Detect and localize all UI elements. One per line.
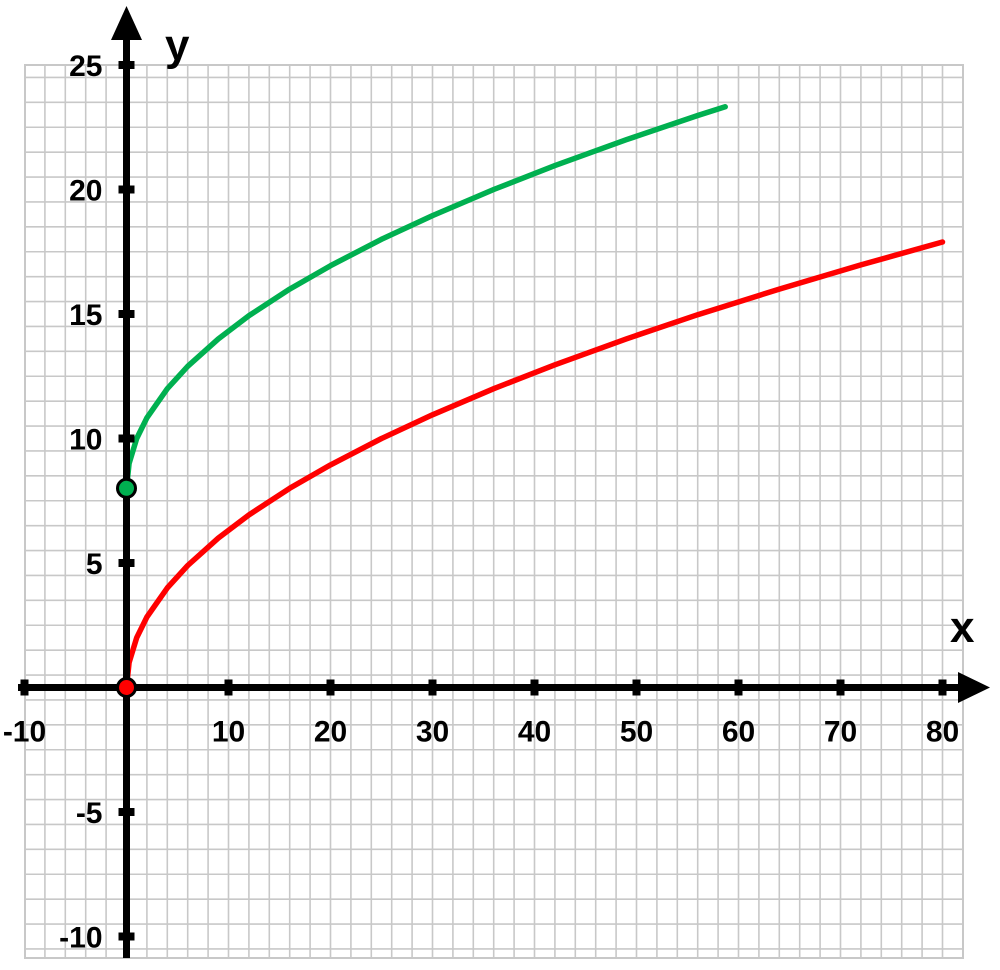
y-tick-mark (118, 808, 135, 816)
x-tick-mark (428, 679, 437, 696)
x-tick-mark (326, 679, 335, 696)
x-tick-label: 70 (824, 716, 857, 749)
y-tick-mark (118, 434, 135, 443)
y-axis-arrow (111, 6, 142, 40)
x-tick-mark (530, 679, 539, 696)
y-tick-label: 25 (69, 50, 102, 83)
grid (24, 64, 964, 959)
x-tick-label: 10 (212, 716, 245, 749)
x-tick-mark (20, 679, 29, 696)
y-tick-label: -10 (59, 922, 102, 955)
y-tick-mark (118, 310, 135, 318)
y-tick-mark (118, 185, 135, 194)
x-tick-label: -10 (3, 716, 46, 749)
x-tick-mark (938, 679, 947, 696)
series-line-2 (123, 239, 946, 691)
y-tick-label: -5 (76, 797, 103, 830)
y-tick-label: 15 (69, 299, 102, 332)
y-tick-label: 5 (86, 548, 103, 581)
y-tick-mark (118, 559, 135, 567)
y-axis-title: y (165, 21, 190, 70)
x-tick-label: 60 (722, 716, 755, 749)
y-tick-label: 10 (69, 424, 102, 457)
x-tick-mark (734, 679, 743, 696)
x-tick-label: 50 (620, 716, 653, 749)
y-tick-mark (118, 61, 135, 69)
tick-labels: -10 10 20 30 40 50 60 70 80 -10 -5 5 10 15 20 25 (3, 50, 959, 955)
x-tick-mark (836, 679, 845, 696)
x-tick-label: 20 (314, 716, 347, 749)
x-axis-title: x (950, 603, 975, 652)
y-tick-mark (118, 932, 135, 941)
x-axis-arrow (958, 672, 990, 703)
x-tick-mark (224, 679, 233, 696)
axes (18, 6, 990, 958)
series-line-1 (123, 104, 728, 492)
y-tick-label: 20 (69, 175, 102, 208)
x-tick-label: 40 (518, 716, 551, 749)
x-tick-label: 80 (926, 716, 959, 749)
x-tick-mark (632, 679, 641, 696)
x-tick-label: 30 (416, 716, 449, 749)
series-group (123, 104, 946, 691)
series-endpoint-2 (116, 677, 137, 698)
series-endpoint-1 (116, 477, 137, 499)
